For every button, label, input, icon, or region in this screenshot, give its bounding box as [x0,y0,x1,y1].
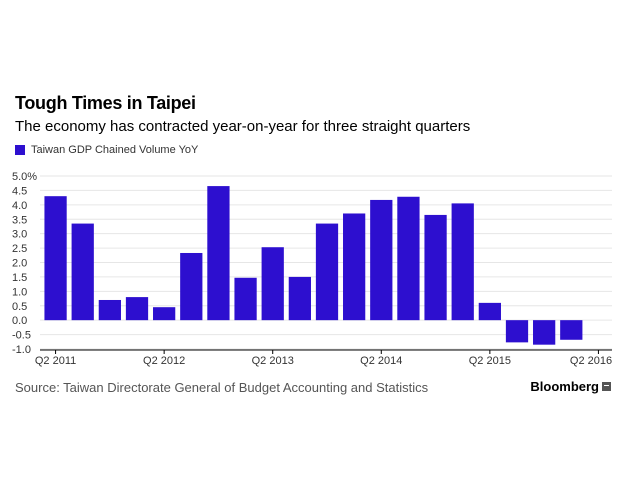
bar [261,247,284,321]
y-tick-label: -0.5 [12,330,31,342]
bar [153,307,176,321]
y-tick-label: 4.0 [12,200,27,212]
bar [343,213,366,321]
chart-title: Tough Times in Taipei [15,93,196,113]
y-tick-label: 3.0 [12,229,27,241]
bar [125,297,149,321]
brand-name: Bloomberg [530,379,599,394]
y-tick-label: 1.0 [12,286,27,298]
legend-label: Taiwan GDP Chained Volume YoY [31,144,199,156]
y-tick-label: 2.0 [12,258,27,270]
x-tick-label: Q2 2016 [570,355,612,367]
bar [180,252,203,321]
bar [505,320,529,343]
x-tick-label: Q2 2014 [360,355,402,367]
bar [478,302,501,321]
bar [451,203,474,321]
y-tick-label: 0.0 [12,315,27,327]
y-axis-ticks: 5.0% 4.5 4.0 3.5 3.0 2.5 2.0 1.5 1.0 0.5 0.0 -0.5 -1… [12,171,37,356]
chart-icon [602,382,611,391]
bar [44,196,67,321]
y-tick-label: 2.5 [12,243,27,255]
bar [71,223,94,321]
y-tick-label: 0.5 [12,301,27,313]
bar [207,186,230,321]
x-axis-ticks: Q2 2011 Q2 2012 Q2 2013 Q2 2014 Q2 2015 Q2 20… [35,350,612,367]
bar [397,196,420,321]
bar [234,277,257,321]
bar [288,276,311,321]
bar [315,223,339,321]
bar [560,320,583,340]
x-tick-label: Q2 2015 [469,355,511,367]
y-tick-label: 3.5 [12,214,27,226]
x-tick-label: Q2 2012 [143,355,185,367]
y-tick-label: 1.5 [12,272,27,284]
bars [44,186,583,345]
chart-subtitle: The economy has contracted year-on-year … [15,118,471,135]
x-tick-label: Q2 2011 [35,355,76,367]
y-tick-label: 5.0% [12,171,37,183]
bar [533,320,556,345]
source-note: Source: Taiwan Directorate General of Bu… [15,380,429,395]
bar [424,214,447,321]
x-tick-label: Q2 2013 [252,355,294,367]
legend: Taiwan GDP Chained Volume YoY [15,144,198,156]
bar [98,299,121,321]
brand-logo: Bloomberg [530,379,611,394]
y-tick-label: 4.5 [12,185,27,197]
bar [370,199,393,321]
legend-swatch [15,145,25,155]
y-tick-label: -1.0 [12,344,31,356]
